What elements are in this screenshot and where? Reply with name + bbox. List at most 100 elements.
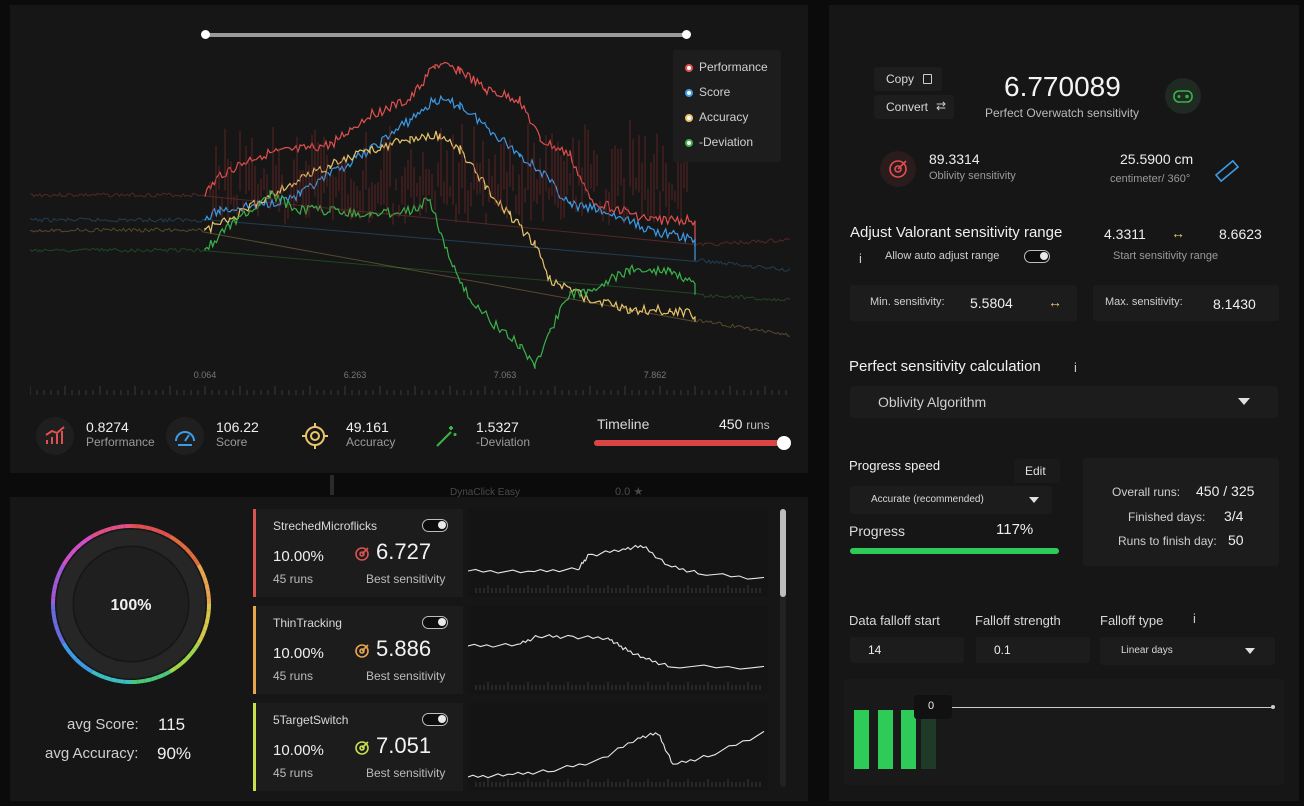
runs-summary-box: Overall runs: 450 / 325 Finished days: 3…: [1083, 458, 1279, 566]
stat-accuracy: 49.161 Accuracy: [346, 419, 395, 449]
chevron-down-icon: [1245, 648, 1255, 654]
copy-button[interactable]: Copy: [874, 67, 942, 91]
ring-segment: [156, 528, 165, 536]
max-sensitivity-box[interactable]: Max. sensitivity: 8.1430: [1093, 285, 1279, 321]
ring-segment: [174, 662, 183, 670]
info-icon[interactable]: i: [859, 251, 862, 266]
scenario-mini-chart: [468, 606, 768, 694]
overall-runs-value: 450 / 325: [1196, 483, 1255, 499]
stat-label: Performance: [86, 435, 155, 449]
scenario-card[interactable]: ThinTracking 10.00% 45 runs 5.886 Best s…: [253, 606, 463, 694]
timeline-slider[interactable]: [594, 436, 791, 450]
chevron-down-icon: [1238, 398, 1250, 405]
falloff-info-icon[interactable]: i: [1193, 611, 1196, 626]
scenario-toggle[interactable]: [422, 616, 448, 629]
range-handle-left[interactable]: [201, 30, 210, 39]
ring-segment: [91, 669, 99, 677]
scenario-card[interactable]: 5TargetSwitch 10.00% 45 runs 7.051 Best …: [253, 703, 463, 791]
scenario-best-sensitivity: 7.051: [376, 733, 432, 758]
stat-value: 106.22: [216, 419, 259, 435]
stat-label: -Deviation: [476, 435, 531, 449]
calc-title: Perfect sensitivity calculation: [849, 358, 1041, 375]
deviation-stat-icon: [426, 417, 464, 455]
ring-segment: [97, 672, 106, 680]
ring-segment: [196, 564, 204, 572]
timeline-slider-fill: [594, 440, 784, 446]
legend-entry[interactable]: -Deviation: [685, 135, 781, 160]
scenario-toggle[interactable]: [422, 519, 448, 532]
falloff-baseline: [937, 707, 1273, 708]
runs-to-finish-label: Runs to finish day:: [1118, 534, 1217, 548]
falloff-type-select[interactable]: Linear days: [1100, 637, 1275, 665]
timeline-runs-unit: runs: [746, 418, 770, 432]
ring-segment: [55, 570, 63, 579]
auto-adjust-toggle[interactable]: [1024, 250, 1050, 263]
falloff-strength-input[interactable]: 0.1: [976, 637, 1090, 663]
scenario-best-sensitivity: 6.727: [376, 539, 432, 564]
legend-label: Score: [699, 85, 731, 99]
ring-segment: [202, 623, 209, 632]
timeline-slider-handle[interactable]: [777, 436, 791, 450]
ruler-icon[interactable]: [1212, 156, 1242, 186]
edit-button[interactable]: Edit: [1014, 459, 1060, 483]
ring-segment: [51, 590, 57, 598]
range-handle-right[interactable]: [682, 30, 691, 39]
ring-segment: [53, 576, 60, 585]
x-tick-label: 7.862: [644, 370, 667, 380]
x-tick-label: 6.263: [344, 370, 367, 380]
chart-series-faded: [30, 247, 790, 302]
best-sensitivity-label: Best sensitivity: [366, 669, 446, 683]
avg-accuracy-value: 90%: [157, 744, 192, 763]
chart-range-slider[interactable]: [201, 30, 691, 39]
algorithm-select[interactable]: Oblivity Algorithm: [850, 386, 1278, 418]
scrollbar-thumb[interactable]: [780, 509, 786, 597]
oblivity-value: 89.3314: [929, 151, 980, 167]
stat-label: Accuracy: [346, 435, 396, 449]
copy-label: Copy: [886, 72, 915, 86]
gamepad-icon[interactable]: [1165, 78, 1201, 114]
falloff-start-value: 14: [868, 643, 882, 657]
ring-segment: [61, 558, 69, 567]
progress-bar: [850, 548, 1059, 554]
runs-to-finish-value: 50: [1228, 532, 1244, 548]
score-stat-icon: [166, 417, 204, 455]
ring-segment: [69, 547, 78, 556]
sensitivity-icon: [355, 644, 369, 658]
main-sensitivity-label: Perfect Overwatch sensitivity: [985, 106, 1140, 120]
ring-segment: [144, 525, 152, 531]
chart-series-faded: [30, 192, 790, 247]
legend-entry[interactable]: Score: [685, 85, 781, 110]
scenario-name: StrechedMicroflicks: [273, 519, 378, 533]
finished-days-label: Finished days:: [1128, 510, 1206, 524]
chart-series: [204, 61, 696, 247]
progress-speed-select[interactable]: Accurate (recommended): [850, 486, 1052, 514]
best-sensitivity-label: Best sensitivity: [366, 766, 446, 780]
performance-line-chart: 0.064 6.263 7.063 7.862: [30, 61, 790, 395]
ring-segment: [163, 669, 171, 677]
scenario-card[interactable]: StrechedMicroflicks 10.00% 45 runs 6.727…: [253, 509, 463, 597]
timeline-runs-value: 450: [719, 416, 743, 432]
adjust-range-title: Adjust Valorant sensitivity range: [850, 224, 1063, 241]
scenario-runs: 45 runs: [273, 572, 314, 586]
ring-segment: [204, 583, 210, 591]
falloff-bar: [901, 710, 916, 769]
falloff-bar: [878, 710, 893, 769]
legend-entry[interactable]: Accuracy: [685, 110, 781, 135]
scenario-toggle[interactable]: [422, 713, 448, 726]
ring-segment: [137, 524, 145, 530]
ring-segment: [168, 534, 177, 542]
scenario-runs: 45 runs: [273, 766, 314, 780]
scenario-scrollbar[interactable]: [780, 509, 786, 787]
accuracy-stat-icon: [296, 417, 334, 455]
ring-segment: [97, 528, 106, 536]
legend-entry[interactable]: Performance: [685, 60, 781, 85]
chart-panel: 0.064 6.263 7.063 7.862 Performance Score Acc…: [10, 5, 808, 473]
ring-segment: [55, 629, 63, 638]
legend-dot: [685, 63, 693, 72]
calc-info-icon[interactable]: i: [1074, 360, 1077, 375]
convert-button[interactable]: Convert ⇄: [874, 95, 954, 119]
falloff-start-input[interactable]: 14: [850, 637, 964, 663]
min-sensitivity-box[interactable]: Min. sensitivity: 5.5804: [850, 285, 1077, 321]
ring-segment: [189, 552, 197, 561]
falloff-zero-text: 0: [928, 700, 935, 712]
